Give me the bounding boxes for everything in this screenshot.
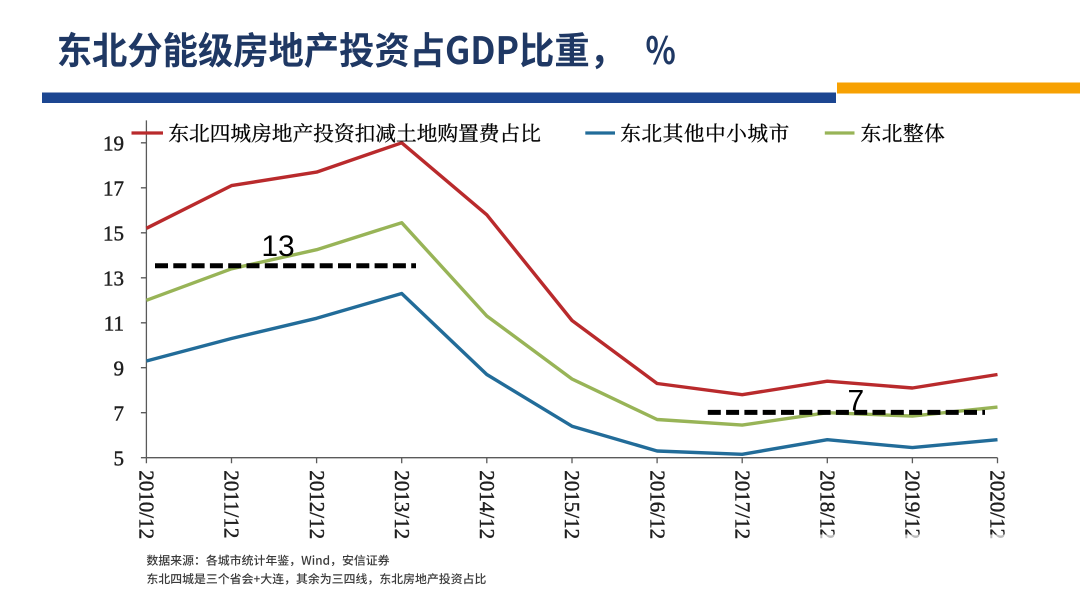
svg-text:13: 13 <box>103 266 124 290</box>
svg-text:7: 7 <box>847 385 864 418</box>
svg-text:2020/12: 2020/12 <box>986 470 1010 539</box>
svg-text:2017/12: 2017/12 <box>730 470 754 539</box>
svg-text:2013/12: 2013/12 <box>390 470 414 539</box>
svg-text:11: 11 <box>104 311 124 335</box>
svg-text:2011/12: 2011/12 <box>220 470 244 538</box>
svg-text:19: 19 <box>103 131 124 155</box>
svg-text:2010/12: 2010/12 <box>135 470 159 539</box>
svg-text:2012/12: 2012/12 <box>305 470 329 539</box>
svg-text:9: 9 <box>114 356 125 380</box>
svg-text:5: 5 <box>114 446 125 470</box>
svg-text:2018/12: 2018/12 <box>816 470 840 539</box>
svg-text:2019/12: 2019/12 <box>901 470 925 539</box>
svg-text:13: 13 <box>261 230 294 263</box>
svg-text:15: 15 <box>103 221 124 245</box>
svg-text:7: 7 <box>114 401 125 425</box>
svg-text:2014/12: 2014/12 <box>475 470 499 539</box>
svg-text:17: 17 <box>103 176 124 200</box>
svg-text:2016/12: 2016/12 <box>645 470 669 539</box>
svg-text:2015/12: 2015/12 <box>560 470 584 539</box>
